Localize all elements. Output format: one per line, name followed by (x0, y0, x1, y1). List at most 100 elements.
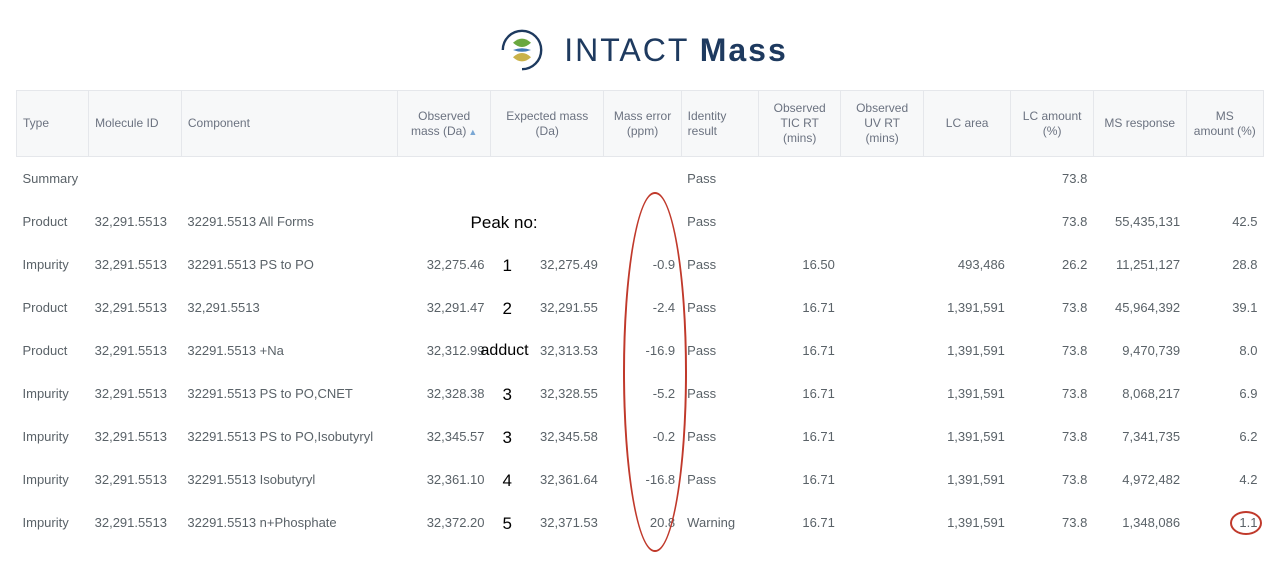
cell-msresp (1093, 157, 1186, 201)
cell-type: Summary (17, 157, 89, 201)
cell-comp: 32291.5513 +Na (181, 329, 397, 372)
cell-msresp: 55,435,131 (1093, 200, 1186, 243)
cell-mol: 32,291.5513 (89, 286, 182, 329)
table-row[interactable]: Impurity32,291.551332291.5513 PS to PO,C… (17, 372, 1264, 415)
col-header[interactable]: LC area (923, 91, 1011, 157)
col-header[interactable]: Molecule ID (89, 91, 182, 157)
cell-lcarea: 1,391,591 (923, 286, 1011, 329)
cell-msamt: 42.5 (1186, 200, 1263, 243)
cell-uvrt (841, 415, 923, 458)
table-row[interactable]: Product32,291.551332291.5513 All FormsPa… (17, 200, 1264, 243)
cell-lcamt: 73.8 (1011, 458, 1093, 501)
cell-msamt: 39.1 (1186, 286, 1263, 329)
col-header[interactable]: ObservedUV RT(mins) (841, 91, 923, 157)
table-row[interactable]: Impurity32,291.551332291.5513 Isobutyryl… (17, 458, 1264, 501)
cell-uvrt (841, 286, 923, 329)
cell-comp: 32291.5513 All Forms (181, 200, 397, 243)
cell-idres: Pass (681, 200, 758, 243)
table-row[interactable]: Product32,291.551332,291.551332,291.4732… (17, 286, 1264, 329)
cell-type: Product (17, 286, 89, 329)
cell-idres: Pass (681, 157, 758, 201)
cell-lcarea: 1,391,591 (923, 501, 1011, 544)
cell-lcarea: 1,391,591 (923, 415, 1011, 458)
brand-intacts: INTACT (564, 32, 699, 68)
table-row[interactable]: SummaryPass73.8 (17, 157, 1264, 201)
cell-obsmass: 32,345.57 (398, 415, 491, 458)
cell-ticrt: 16.71 (758, 415, 840, 458)
cell-lcamt: 73.8 (1011, 286, 1093, 329)
cell-msamt: 1.1 (1186, 501, 1263, 544)
cell-expmass: 32,328.55 (491, 372, 604, 415)
cell-masserr (604, 200, 681, 243)
cell-idres: Pass (681, 329, 758, 372)
results-table: TypeMolecule IDComponentObservedmass (Da… (16, 90, 1264, 544)
cell-comp: 32291.5513 n+Phosphate (181, 501, 397, 544)
cell-ticrt: 16.71 (758, 372, 840, 415)
col-header[interactable]: Component (181, 91, 397, 157)
col-header[interactable]: MS response (1093, 91, 1186, 157)
cell-msamt (1186, 157, 1263, 201)
cell-obsmass: 32,291.47 (398, 286, 491, 329)
table-row[interactable]: Impurity32,291.551332291.5513 PS to PO,I… (17, 415, 1264, 458)
cell-uvrt (841, 243, 923, 286)
cell-msresp: 9,470,739 (1093, 329, 1186, 372)
cell-obsmass (398, 200, 491, 243)
cell-obsmass: 32,372.20 (398, 501, 491, 544)
cell-msresp: 1,348,086 (1093, 501, 1186, 544)
cell-uvrt (841, 329, 923, 372)
cell-lcamt: 73.8 (1011, 200, 1093, 243)
cell-mol: 32,291.5513 (89, 501, 182, 544)
cell-lcarea: 493,486 (923, 243, 1011, 286)
cell-expmass (491, 200, 604, 243)
cell-mol: 32,291.5513 (89, 243, 182, 286)
col-header[interactable]: Identityresult (681, 91, 758, 157)
cell-lcarea (923, 200, 1011, 243)
cell-masserr: -16.9 (604, 329, 681, 372)
cell-expmass: 32,291.55 (491, 286, 604, 329)
cell-idres: Pass (681, 458, 758, 501)
cell-comp (181, 157, 397, 201)
cell-expmass: 32,345.58 (491, 415, 604, 458)
col-header[interactable]: MSamount (%) (1186, 91, 1263, 157)
table-row[interactable]: Impurity32,291.551332291.5513 PS to PO32… (17, 243, 1264, 286)
cell-lcamt: 73.8 (1011, 329, 1093, 372)
table-row[interactable]: Product32,291.551332291.5513 +Na32,312.9… (17, 329, 1264, 372)
cell-mol: 32,291.5513 (89, 329, 182, 372)
cell-uvrt (841, 458, 923, 501)
cell-msresp: 11,251,127 (1093, 243, 1186, 286)
header: INTACT Mass (0, 0, 1280, 90)
col-header[interactable]: Expected mass(Da) (491, 91, 604, 157)
cell-obsmass: 32,312.99 (398, 329, 491, 372)
cell-msamt: 4.2 (1186, 458, 1263, 501)
cell-obsmass: 32,275.46 (398, 243, 491, 286)
cell-masserr: -2.4 (604, 286, 681, 329)
cell-lcamt: 73.8 (1011, 415, 1093, 458)
table-row[interactable]: Impurity32,291.551332291.5513 n+Phosphat… (17, 501, 1264, 544)
col-header[interactable]: Mass error(ppm) (604, 91, 681, 157)
cell-lcarea: 1,391,591 (923, 329, 1011, 372)
cell-ticrt: 16.71 (758, 286, 840, 329)
cell-masserr: 20.8 (604, 501, 681, 544)
col-header[interactable]: ObservedTIC RT(mins) (758, 91, 840, 157)
cell-idres: Pass (681, 415, 758, 458)
col-header[interactable]: LC amount(%) (1011, 91, 1093, 157)
cell-lcarea: 1,391,591 (923, 458, 1011, 501)
cell-mol: 32,291.5513 (89, 458, 182, 501)
cell-lcarea: 1,391,591 (923, 372, 1011, 415)
cell-mol: 32,291.5513 (89, 415, 182, 458)
col-header[interactable]: Observedmass (Da)▲ (398, 91, 491, 157)
cell-comp: 32291.5513 PS to PO,Isobutyryl (181, 415, 397, 458)
cell-uvrt (841, 372, 923, 415)
cell-idres: Warning (681, 501, 758, 544)
cell-mol: 32,291.5513 (89, 200, 182, 243)
cell-obsmass: 32,361.10 (398, 458, 491, 501)
col-header[interactable]: Type (17, 91, 89, 157)
cell-comp: 32,291.5513 (181, 286, 397, 329)
cell-ticrt: 16.71 (758, 501, 840, 544)
cell-idres: Pass (681, 243, 758, 286)
cell-uvrt (841, 157, 923, 201)
cell-masserr (604, 157, 681, 201)
cell-ticrt (758, 157, 840, 201)
sort-asc-icon: ▲ (468, 127, 477, 137)
cell-ticrt: 16.50 (758, 243, 840, 286)
